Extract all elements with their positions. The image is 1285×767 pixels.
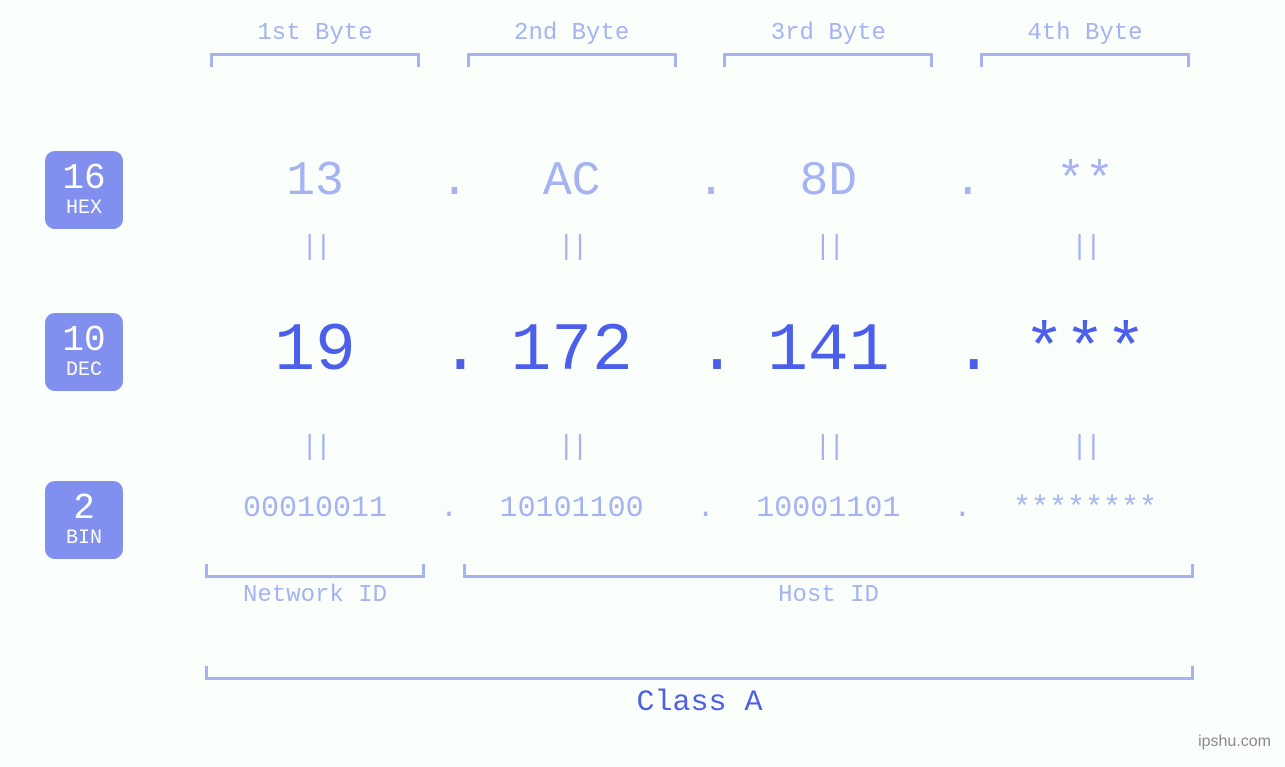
- badge-hex-num: 16: [62, 161, 105, 197]
- eq1-1: ||: [190, 232, 440, 263]
- dec-byte-4: ***: [960, 313, 1210, 390]
- dec-sep-3: .: [953, 313, 960, 390]
- hex-row: 13 . AC . 8D . **: [190, 155, 1210, 209]
- eq2-4: ||: [960, 432, 1210, 463]
- dec-row: 19 . 172 . 141 . ***: [190, 313, 1210, 390]
- badge-hex: 16 HEX: [45, 151, 123, 229]
- badge-dec-txt: DEC: [66, 361, 102, 381]
- hex-byte-1: 13: [190, 155, 440, 209]
- badge-bin-txt: BIN: [66, 529, 102, 549]
- byte-col-2: 2nd Byte: [447, 0, 697, 67]
- bin-byte-1: 00010011: [190, 492, 440, 526]
- class-label: Class A: [205, 686, 1194, 720]
- byte-bracket-1: [210, 53, 420, 67]
- equals-row-1: || || || ||: [190, 232, 1210, 263]
- bin-sep-3: .: [953, 492, 960, 526]
- byte-label-1: 1st Byte: [190, 20, 440, 47]
- host-label: Host ID: [463, 582, 1194, 609]
- watermark: ipshu.com: [1198, 733, 1271, 751]
- hex-sep-1: .: [440, 155, 447, 209]
- hex-sep-2: .: [697, 155, 704, 209]
- byte-label-4: 4th Byte: [960, 20, 1210, 47]
- network-label: Network ID: [205, 582, 425, 609]
- byte-label-3: 3rd Byte: [703, 20, 953, 47]
- hex-sep-3: .: [953, 155, 960, 209]
- class-bracket: [205, 666, 1194, 680]
- hex-byte-3: 8D: [703, 155, 953, 209]
- network-bracket: [205, 564, 425, 578]
- bin-byte-2: 10101100: [447, 492, 697, 526]
- byte-bracket-3: [723, 53, 933, 67]
- byte-col-1: 1st Byte: [190, 0, 440, 67]
- eq1-3: ||: [703, 232, 953, 263]
- byte-col-4: 4th Byte: [960, 0, 1210, 67]
- badge-dec: 10 DEC: [45, 313, 123, 391]
- badge-bin: 2 BIN: [45, 481, 123, 559]
- dec-byte-3: 141: [703, 313, 953, 390]
- badge-dec-num: 10: [62, 323, 105, 359]
- equals-row-2: || || || ||: [190, 432, 1210, 463]
- byte-bracket-4: [980, 53, 1190, 67]
- dec-sep-2: .: [697, 313, 704, 390]
- bin-byte-3: 10001101: [703, 492, 953, 526]
- byte-bracket-2: [467, 53, 677, 67]
- dec-sep-1: .: [440, 313, 447, 390]
- byte-header: 1st Byte 2nd Byte 3rd Byte 4th Byte: [190, 0, 1210, 67]
- eq2-3: ||: [703, 432, 953, 463]
- bin-byte-4: ********: [960, 492, 1210, 526]
- bin-row: 00010011 . 10101100 . 10001101 . *******…: [190, 492, 1210, 526]
- hex-byte-4: **: [960, 155, 1210, 209]
- badge-bin-num: 2: [73, 491, 95, 527]
- eq2-2: ||: [447, 432, 697, 463]
- byte-col-3: 3rd Byte: [703, 0, 953, 67]
- dec-byte-1: 19: [190, 313, 440, 390]
- eq2-1: ||: [190, 432, 440, 463]
- byte-label-2: 2nd Byte: [447, 20, 697, 47]
- eq1-2: ||: [447, 232, 697, 263]
- eq1-4: ||: [960, 232, 1210, 263]
- host-bracket: [463, 564, 1194, 578]
- bin-sep-1: .: [440, 492, 447, 526]
- badge-hex-txt: HEX: [66, 199, 102, 219]
- hex-byte-2: AC: [447, 155, 697, 209]
- bin-sep-2: .: [697, 492, 704, 526]
- dec-byte-2: 172: [447, 313, 697, 390]
- ip-diagram: 16 HEX 10 DEC 2 BIN 1st Byte 2nd Byte 3r…: [0, 0, 1285, 767]
